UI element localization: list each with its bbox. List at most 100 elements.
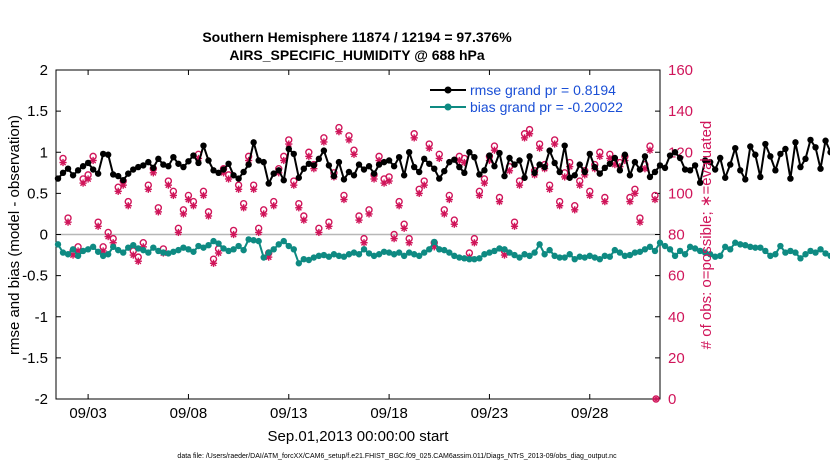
obs-evaluated-stroke — [64, 219, 72, 226]
rmse-point — [370, 170, 378, 177]
bias-point — [536, 241, 543, 248]
obs-evaluated-stroke — [546, 186, 553, 193]
obs-evaluated-point — [149, 169, 157, 177]
obs-evaluated-point — [571, 206, 579, 214]
rmse-point — [235, 175, 242, 182]
rmse-point — [205, 157, 212, 164]
bias-point — [345, 251, 353, 258]
obs-evaluated-stroke — [526, 130, 533, 137]
obs-evaluated-point — [94, 222, 102, 230]
obs-evaluated-stroke — [471, 239, 478, 246]
bias-point — [727, 246, 734, 253]
bias-point — [481, 251, 488, 258]
rmse-point — [591, 163, 598, 171]
bias-point — [631, 249, 639, 256]
obs-evaluated-stroke — [255, 229, 262, 236]
rmse-point — [416, 168, 423, 176]
x-axis: 09/03 09/08 09/13 09/18 09/23 09/28 — [69, 70, 609, 422]
obs-evaluated-point — [480, 179, 489, 187]
rmse-point — [210, 167, 217, 174]
obs-evaluated-stroke — [636, 219, 644, 226]
rmse-point — [84, 159, 92, 167]
obs-evaluated-stroke — [100, 247, 107, 255]
obs-evaluated-point — [114, 187, 122, 195]
rmse-point — [155, 155, 162, 163]
obs-evaluated-stroke — [69, 251, 77, 259]
obs-evaluated-stroke — [115, 188, 122, 195]
bias-point — [551, 252, 558, 260]
obs-evaluated-point — [395, 202, 403, 210]
obs-evaluated-point — [350, 150, 358, 158]
bias-point — [782, 249, 789, 256]
bias-point — [516, 254, 523, 261]
rmse-point — [762, 140, 769, 148]
rmse-point — [74, 167, 82, 174]
obs-evaluated-stroke — [190, 202, 197, 209]
obs-evaluated-stroke — [335, 128, 343, 135]
obs-evaluated-point — [420, 181, 428, 189]
rmse-point — [747, 143, 754, 150]
obs-evaluated-point — [415, 189, 423, 197]
obs-evaluated-stroke — [305, 153, 312, 160]
bias-point — [185, 246, 192, 253]
rmse-point — [120, 177, 127, 184]
rmse-point — [782, 145, 789, 153]
bias-point — [431, 238, 438, 246]
rmse-point — [436, 175, 443, 182]
rmse-point — [64, 165, 72, 172]
obs-evaluated-point — [174, 228, 183, 237]
bias-point — [195, 242, 202, 250]
bias-point — [115, 246, 122, 254]
obs-evaluated-stroke — [436, 155, 443, 162]
bias-point — [436, 246, 443, 253]
obs-evaluated-stroke — [501, 251, 508, 259]
rmse-point — [621, 151, 629, 158]
rmse-point — [792, 139, 799, 146]
bias-point — [375, 251, 383, 258]
bias-point — [190, 248, 197, 255]
rmse-point — [526, 153, 533, 160]
bias-point — [526, 252, 533, 260]
bias-point — [762, 247, 769, 255]
rmse-point — [696, 179, 704, 186]
rmse-point — [541, 163, 548, 171]
rmse-point — [295, 174, 303, 181]
rmse-point — [104, 151, 112, 158]
obs-evaluated-point — [154, 208, 162, 216]
bias-point — [671, 252, 679, 260]
obs-evaluated-stroke — [516, 182, 523, 189]
bias-point — [109, 243, 117, 251]
obs-evaluated-stroke — [90, 157, 97, 164]
obs-evaluated-stroke — [205, 212, 212, 220]
obs-evaluated-point — [169, 191, 177, 200]
bias-point — [325, 253, 333, 260]
rmse-point — [511, 161, 518, 168]
rmse-point — [280, 177, 287, 184]
obs-evaluated-point — [250, 185, 258, 193]
rmse-point — [461, 169, 468, 177]
bias-point — [59, 249, 67, 256]
rmse-point — [135, 163, 142, 171]
rmse-point — [491, 163, 498, 170]
rmse-point — [506, 154, 513, 162]
obs-evaluated-stroke — [345, 136, 353, 144]
bias-point — [390, 251, 398, 258]
bias-point — [260, 254, 267, 261]
bias-point — [255, 237, 262, 245]
bias-point — [416, 252, 423, 260]
obs-evaluated-point — [325, 222, 333, 230]
rmse-point — [200, 142, 207, 149]
obs-evaluated-stroke — [646, 147, 654, 154]
x-tick-label: 09/08 — [170, 405, 208, 422]
obs-evaluated-point — [576, 181, 584, 189]
bias-point — [716, 252, 724, 260]
rmse-point — [581, 168, 588, 176]
bias-point — [696, 247, 704, 255]
rmse-point — [109, 171, 117, 178]
bias-point — [441, 246, 448, 254]
obs-evaluated-stroke — [130, 251, 137, 259]
obs-evaluated-point — [204, 212, 213, 220]
rmse-point — [536, 161, 543, 168]
rmse-point — [686, 167, 694, 174]
obs-evaluated-point — [410, 134, 418, 142]
